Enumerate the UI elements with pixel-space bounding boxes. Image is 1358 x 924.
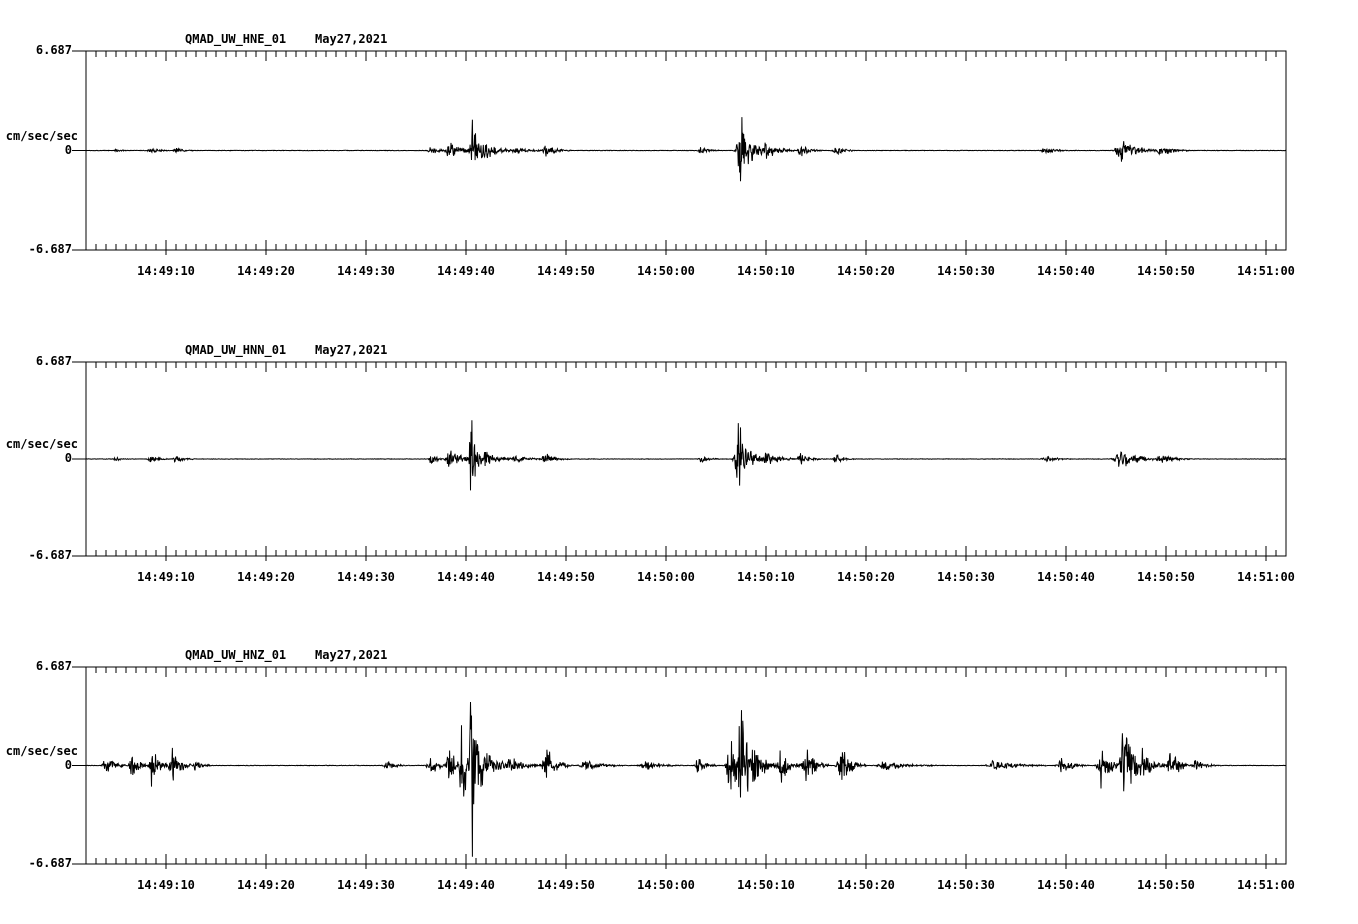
x-tick-label-hnn-2: 14:49:30 xyxy=(337,570,395,584)
x-tick-label-hne-9: 14:50:40 xyxy=(1037,264,1095,278)
x-tick-label-hnn-5: 14:50:00 xyxy=(637,570,695,584)
x-tick-label-hnn-4: 14:49:50 xyxy=(537,570,595,584)
x-tick-label-hne-4: 14:49:50 xyxy=(537,264,595,278)
panel-title-hnn: QMAD_UW_HNN_01 May27,2021 xyxy=(185,343,388,357)
x-tick-label-hnn-11: 14:51:00 xyxy=(1237,570,1295,584)
x-tick-label-hnz-5: 14:50:00 xyxy=(637,878,695,892)
x-tick-label-hnz-1: 14:49:20 xyxy=(237,878,295,892)
x-tick-label-hnz-7: 14:50:20 xyxy=(837,878,895,892)
x-tick-label-hne-11: 14:51:00 xyxy=(1237,264,1295,278)
x-tick-label-hne-6: 14:50:10 xyxy=(737,264,795,278)
x-tick-label-hnn-1: 14:49:20 xyxy=(237,570,295,584)
y-tick-zero-hnz: 0 xyxy=(64,757,72,772)
x-tick-label-hnn-9: 14:50:40 xyxy=(1037,570,1095,584)
plot-area-hnn xyxy=(72,361,1287,561)
x-tick-label-hnz-10: 14:50:50 xyxy=(1137,878,1195,892)
y-tick-zero-hne: 0 xyxy=(64,142,72,157)
y-tick-min-hnn: -6.687 xyxy=(28,548,72,562)
x-tick-label-hne-2: 14:49:30 xyxy=(337,264,395,278)
x-tick-label-hnn-6: 14:50:10 xyxy=(737,570,795,584)
waveform-trace-hne xyxy=(85,117,1287,182)
y-tick-max-hnz: 6.687 xyxy=(35,659,72,673)
x-tick-label-hnz-9: 14:50:40 xyxy=(1037,878,1095,892)
x-tick-label-hnz-2: 14:49:30 xyxy=(337,878,395,892)
y-tick-min-hne: -6.687 xyxy=(28,242,72,256)
plot-area-hnz xyxy=(72,666,1287,869)
x-tick-label-hnn-7: 14:50:20 xyxy=(837,570,895,584)
x-tick-label-hnn-3: 14:49:40 xyxy=(437,570,495,584)
x-tick-label-hnz-11: 14:51:00 xyxy=(1237,878,1295,892)
y-axis-unit-label-hne: cm/sec/sec xyxy=(5,128,78,143)
y-axis-unit-label-hnn: cm/sec/sec xyxy=(5,437,78,451)
y-tick-min-hnz: -6.687 xyxy=(28,856,72,870)
waveform-trace-hnn xyxy=(85,420,1286,491)
x-tick-label-hnz-3: 14:49:40 xyxy=(437,878,495,892)
y-tick-max-hnn: 6.687 xyxy=(35,354,72,368)
x-tick-label-hne-7: 14:50:20 xyxy=(837,264,895,278)
y-tick-max-hne: 6.687 xyxy=(35,43,72,57)
waveform-trace-hnz xyxy=(85,701,1287,857)
x-tick-label-hnz-8: 14:50:30 xyxy=(937,878,995,892)
plot-area-hne xyxy=(72,50,1287,255)
x-tick-label-hnn-0: 14:49:10 xyxy=(137,570,195,584)
x-tick-label-hnn-8: 14:50:30 xyxy=(937,570,995,584)
panel-title-hne: QMAD_UW_HNE_01 May27,2021 xyxy=(185,32,388,46)
x-tick-label-hnz-4: 14:49:50 xyxy=(537,878,595,892)
x-tick-label-hne-8: 14:50:30 xyxy=(937,264,995,278)
x-tick-label-hnn-10: 14:50:50 xyxy=(1137,570,1195,584)
x-tick-label-hne-5: 14:50:00 xyxy=(637,264,695,278)
x-tick-label-hne-0: 14:49:10 xyxy=(137,264,195,278)
panel-title-hnz: QMAD_UW_HNZ_01 May27,2021 xyxy=(185,648,388,662)
y-axis-unit-label-hnz: cm/sec/sec xyxy=(5,743,78,758)
x-tick-label-hne-1: 14:49:20 xyxy=(237,264,295,278)
x-tick-label-hnz-6: 14:50:10 xyxy=(737,878,795,892)
x-tick-label-hne-10: 14:50:50 xyxy=(1137,264,1195,278)
x-tick-label-hnz-0: 14:49:10 xyxy=(137,878,195,892)
y-tick-zero-hnn: 0 xyxy=(64,451,72,465)
x-tick-label-hne-3: 14:49:40 xyxy=(437,264,495,278)
